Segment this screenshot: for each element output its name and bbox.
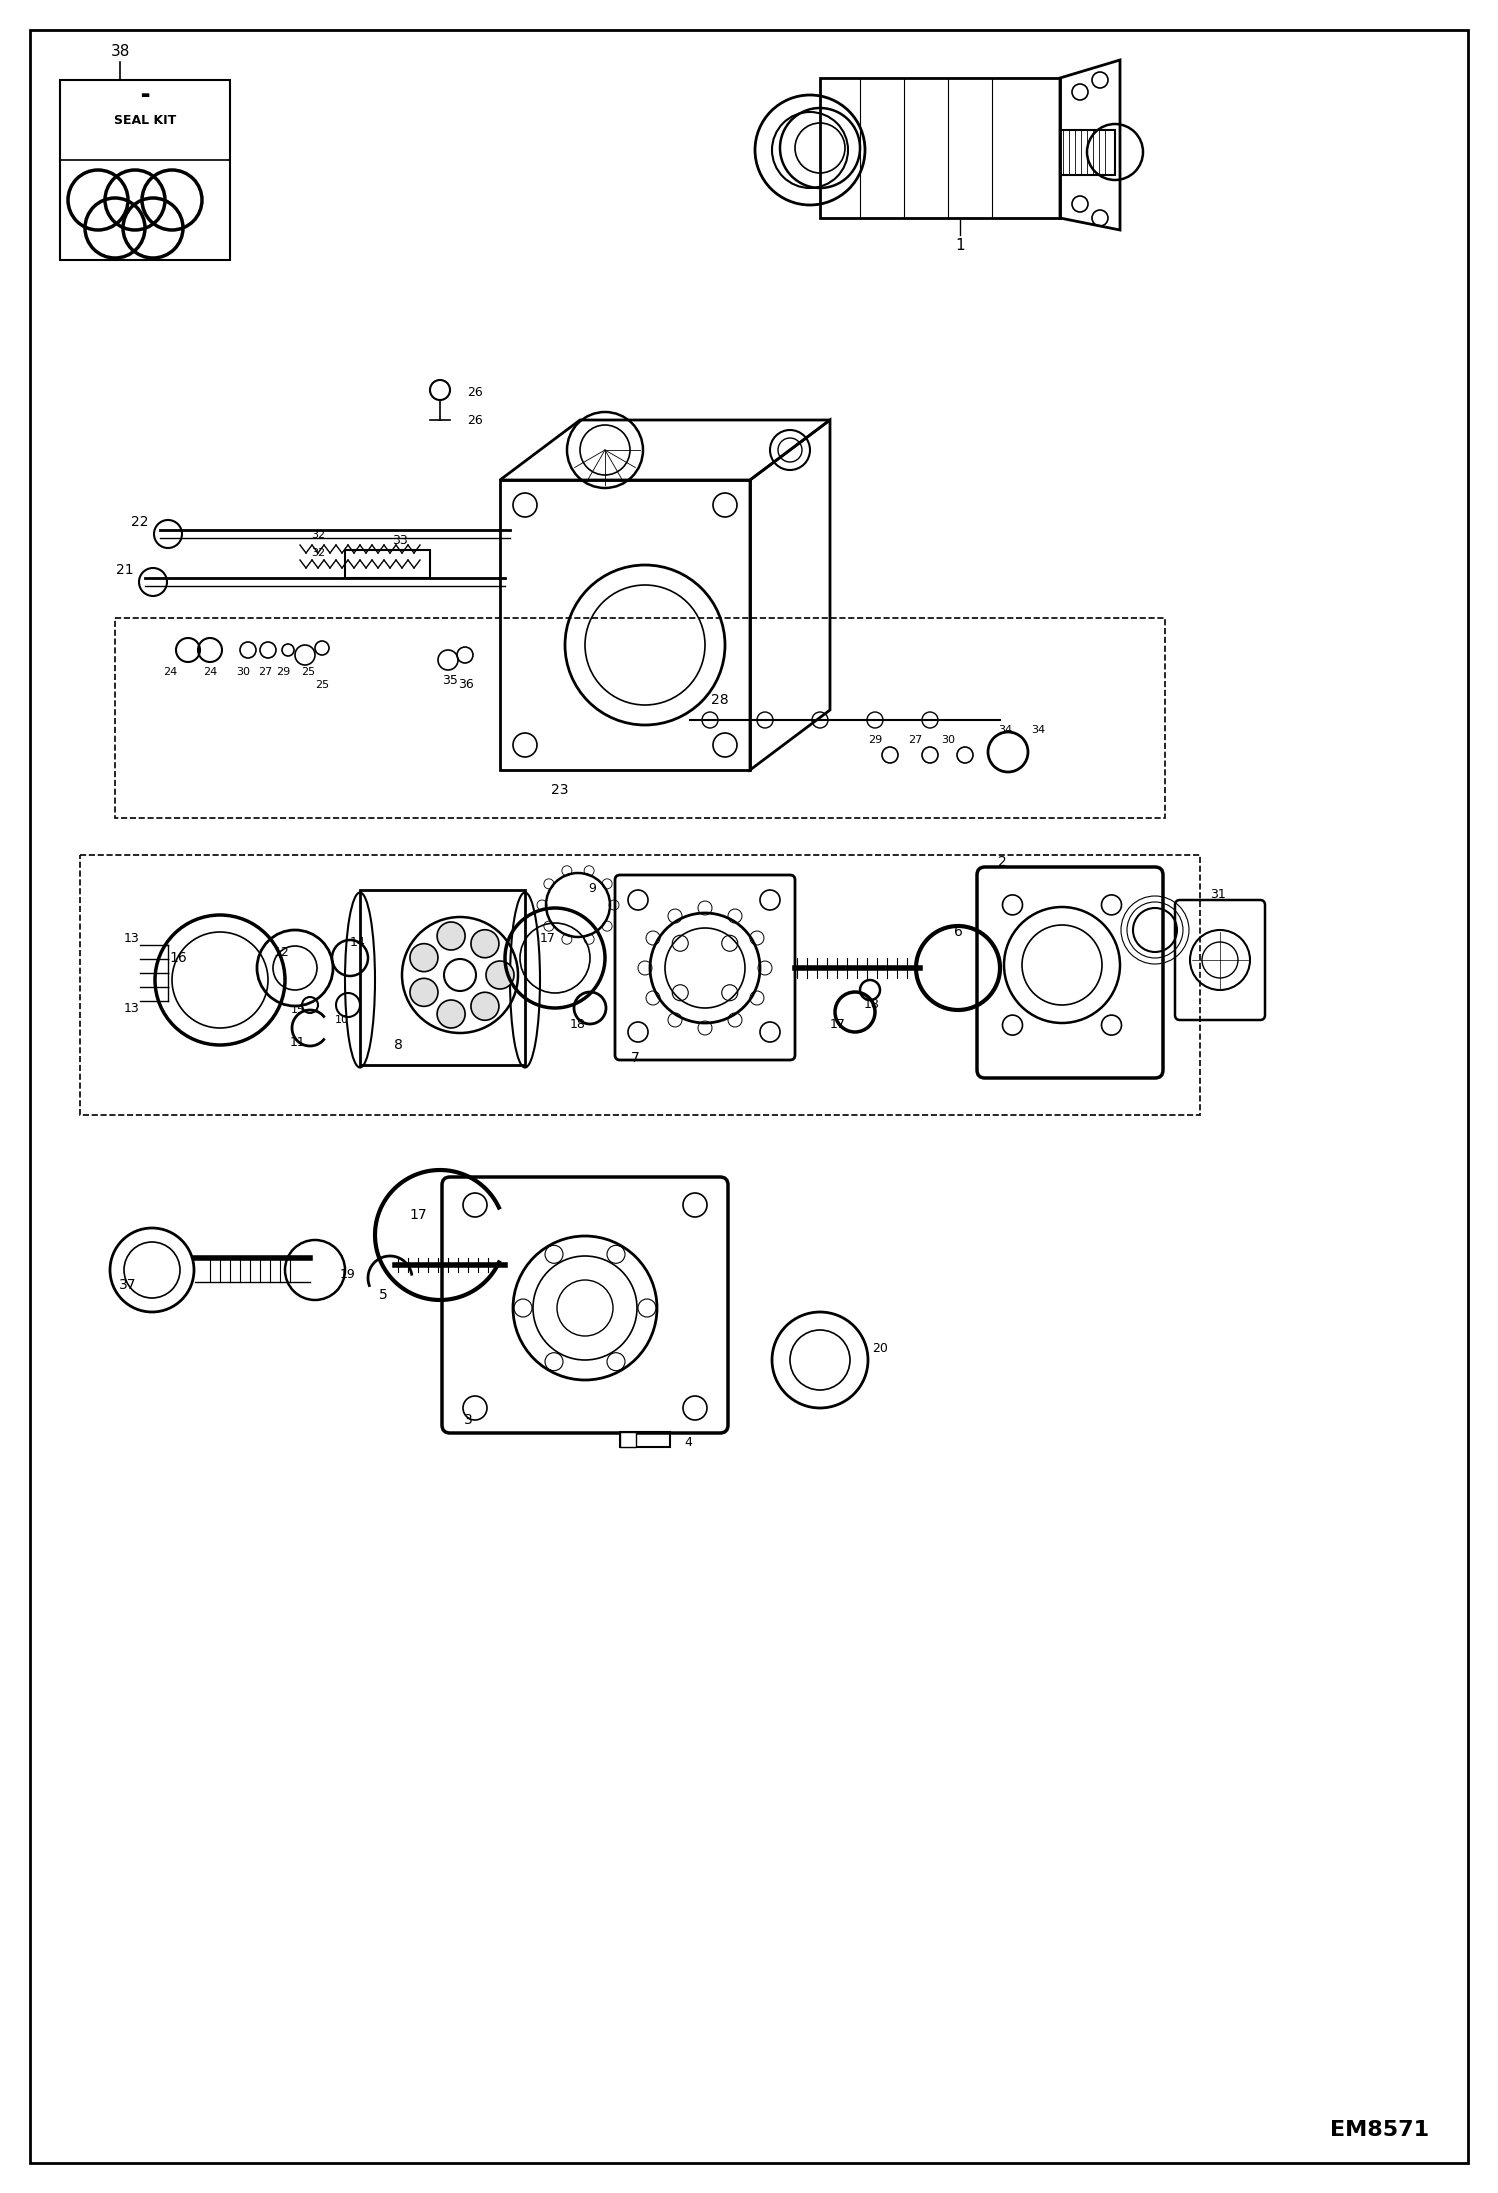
Text: 29: 29	[276, 667, 291, 678]
Text: 27: 27	[258, 667, 273, 678]
Bar	[819, 79, 1061, 217]
Text: 7: 7	[631, 1050, 640, 1066]
Circle shape	[410, 978, 437, 1007]
Bar	[345, 550, 430, 579]
Text: 4: 4	[685, 1436, 692, 1450]
Text: 3: 3	[463, 1412, 472, 1428]
Text: 13: 13	[124, 1002, 139, 1015]
Text: 26: 26	[467, 414, 482, 425]
Text: 12: 12	[274, 945, 291, 958]
Text: 24: 24	[202, 667, 217, 678]
Text: 10: 10	[336, 1015, 349, 1024]
Text: 25: 25	[315, 680, 330, 691]
Bar	[1061, 129, 1115, 175]
Text: 1: 1	[956, 237, 965, 252]
Text: 17: 17	[409, 1208, 427, 1222]
Text: 16: 16	[169, 952, 187, 965]
Bar	[360, 890, 524, 1066]
Text: 32: 32	[312, 548, 325, 557]
Text: 33: 33	[392, 533, 407, 546]
Circle shape	[437, 921, 464, 950]
Text: 35: 35	[442, 673, 458, 686]
Text: 30: 30	[237, 667, 250, 678]
Text: 23: 23	[551, 783, 569, 796]
Text: 32: 32	[312, 531, 325, 539]
Text: 37: 37	[120, 1279, 136, 1292]
Text: 9: 9	[589, 882, 596, 895]
Text: 29: 29	[867, 735, 882, 746]
Bar	[620, 1432, 670, 1447]
Text: 25: 25	[301, 667, 315, 678]
Text: 15: 15	[291, 1004, 306, 1015]
Circle shape	[437, 1000, 464, 1029]
Text: 17: 17	[541, 932, 556, 945]
Bar	[60, 79, 231, 261]
Text: 24: 24	[163, 667, 177, 678]
Circle shape	[470, 991, 499, 1020]
Text: 28: 28	[712, 693, 730, 706]
Text: 27: 27	[908, 735, 923, 746]
Text: 13: 13	[124, 932, 139, 945]
Text: 6: 6	[954, 925, 962, 939]
Text: 14: 14	[351, 936, 366, 950]
Bar	[79, 855, 1200, 1114]
Text: 31: 31	[1210, 888, 1225, 901]
Circle shape	[410, 943, 437, 971]
Bar	[115, 618, 1165, 818]
Text: ▬: ▬	[141, 90, 150, 101]
Text: 20: 20	[872, 1342, 888, 1355]
Circle shape	[470, 930, 499, 958]
Text: EM8571: EM8571	[1330, 2121, 1429, 2140]
Bar	[500, 480, 750, 770]
Text: 11: 11	[291, 1035, 306, 1048]
Text: 36: 36	[458, 678, 473, 691]
Text: 30: 30	[941, 735, 956, 746]
Text: 34: 34	[1031, 726, 1046, 735]
Text: 19: 19	[340, 1268, 357, 1281]
Text: 5: 5	[379, 1287, 388, 1303]
Text: SEAL KIT: SEAL KIT	[114, 114, 177, 127]
Text: 34: 34	[998, 726, 1013, 735]
Circle shape	[485, 961, 514, 989]
Text: 26: 26	[467, 386, 482, 399]
Text: 18: 18	[864, 998, 879, 1011]
Text: 17: 17	[830, 1018, 846, 1031]
Text: 22: 22	[132, 515, 148, 529]
Text: 8: 8	[394, 1037, 403, 1053]
Text: 18: 18	[571, 1018, 586, 1031]
Text: 21: 21	[117, 564, 133, 577]
Text: 38: 38	[111, 44, 130, 59]
Text: 2: 2	[998, 855, 1007, 868]
Bar	[620, 1432, 637, 1447]
